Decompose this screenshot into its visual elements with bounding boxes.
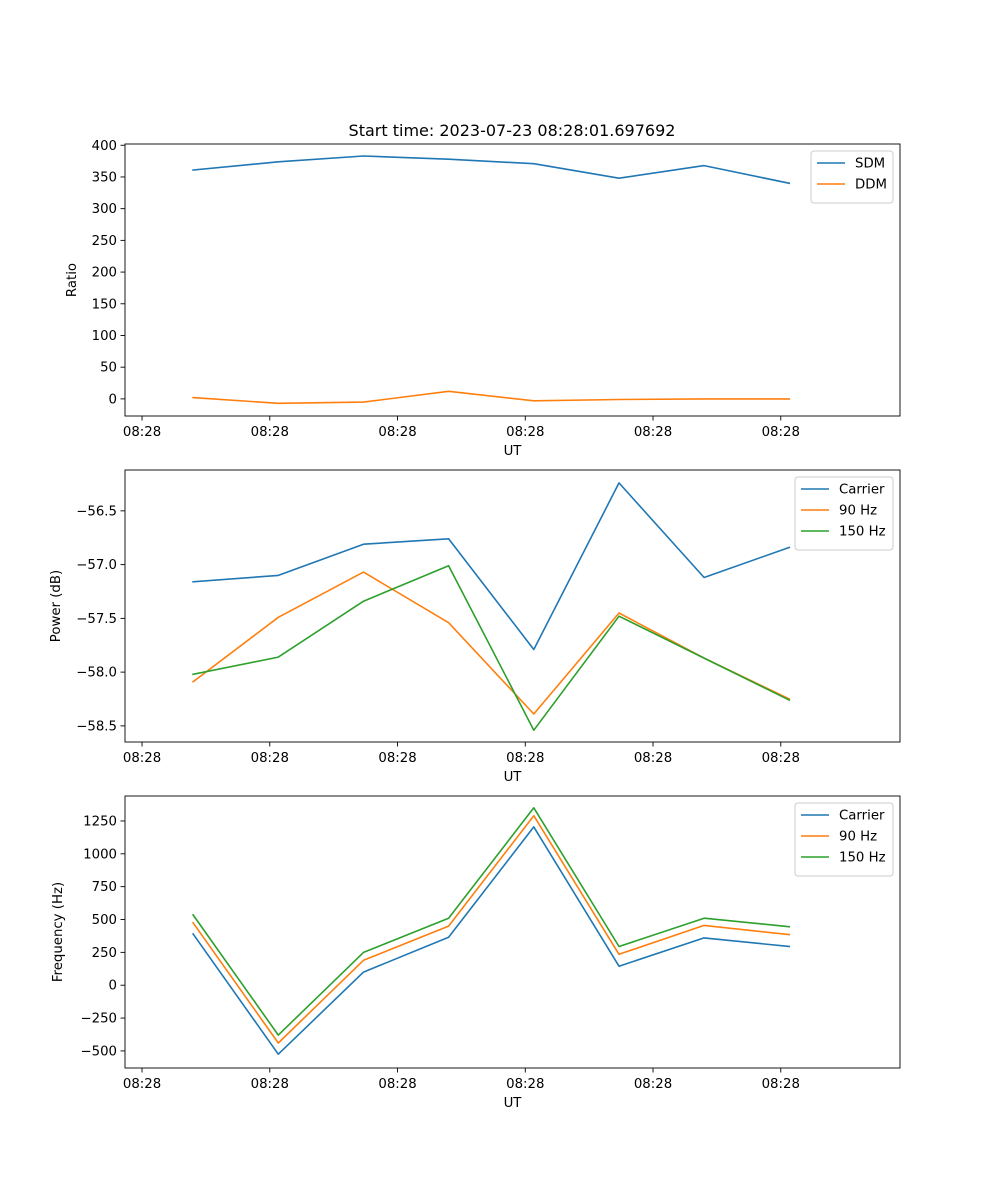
- y-tick-label: 1000: [83, 847, 117, 862]
- x-tick-label: 08:28: [251, 1077, 289, 1092]
- y-tick-label: 750: [92, 880, 117, 895]
- x-tick-label: 08:28: [762, 1077, 800, 1092]
- axes-frame: [124, 143, 901, 417]
- y-axis-label: Power (dB): [49, 570, 64, 642]
- x-tick-label: 08:28: [634, 425, 672, 440]
- y-tick-label: −57.0: [76, 558, 117, 573]
- y-tick-label: 1250: [83, 814, 117, 829]
- x-tick-label: 08:28: [506, 751, 544, 766]
- legend-entry: DDM: [855, 178, 887, 193]
- y-tick-label: 500: [92, 913, 117, 928]
- x-tick-label: 08:28: [762, 751, 800, 766]
- x-tick-label: 08:28: [123, 425, 161, 440]
- y-tick-label: 100: [92, 329, 117, 344]
- legend-entry: 150 Hz: [839, 851, 886, 866]
- y-tick-label: 350: [92, 170, 117, 185]
- series-line-150-hz: [191, 806, 791, 1036]
- y-tick-label: −58.0: [76, 666, 117, 681]
- plots-container: 08:28 08:28 08:28 08:28 08:28 08:28 0 50 100 150 2…: [49, 139, 901, 1111]
- x-tick-label: 08:28: [378, 1077, 416, 1092]
- y-tick-label: −250: [80, 1012, 117, 1027]
- axes-frame: [124, 469, 901, 743]
- y-tick-label: 250: [92, 946, 117, 961]
- legend-entry: 90 Hz: [839, 830, 877, 845]
- legend-box: [810, 150, 894, 204]
- y-tick-label: 50: [100, 361, 117, 376]
- series-line-90-hz: [191, 814, 791, 1044]
- y-tick-label: 300: [92, 202, 117, 217]
- x-tick-label: 08:28: [506, 1077, 544, 1092]
- chart-panel-2: 08:28 08:28 08:28 08:28 08:28 08:28 −56.5 −57.0…: [49, 469, 901, 785]
- legend-entry: 150 Hz: [839, 525, 886, 540]
- x-tick-label: 08:28: [506, 425, 544, 440]
- legend-entry: SDM: [855, 157, 885, 172]
- x-tick-label: 08:28: [378, 751, 416, 766]
- y-tick-label: −56.5: [76, 504, 117, 519]
- series-line-carrier: [191, 826, 791, 1055]
- y-axis-label: Frequency (Hz): [51, 882, 66, 982]
- chart-panel-3: 08:28 08:28 08:28 08:28 08:28 08:28 −500 −250 0 2…: [51, 795, 901, 1111]
- x-tick-label: 08:28: [123, 751, 161, 766]
- series-line-ddm: [192, 390, 791, 405]
- y-tick-label: 400: [92, 139, 117, 154]
- legend: Carrier 90 Hz 150 Hz: [794, 476, 894, 551]
- y-tick-label: 0: [109, 392, 117, 407]
- x-tick-label: 08:28: [251, 425, 289, 440]
- series-line-sdm: [192, 155, 791, 185]
- y-tick-label: 250: [92, 234, 117, 249]
- x-tick-label: 08:28: [123, 1077, 161, 1092]
- x-tick-label: 08:28: [251, 751, 289, 766]
- legend-entry: Carrier: [839, 483, 885, 498]
- legend: SDM DDM: [810, 150, 894, 204]
- x-tick-label: 08:28: [762, 425, 800, 440]
- legend-entry: 90 Hz: [839, 504, 877, 519]
- x-axis-label: UT: [504, 770, 523, 785]
- series-line-carrier: [192, 482, 791, 651]
- x-axis-label: UT: [504, 444, 523, 459]
- series-line-150-hz: [192, 564, 791, 732]
- x-tick-label: 08:28: [378, 425, 416, 440]
- y-tick-label: −58.5: [76, 719, 117, 734]
- x-tick-label: 08:28: [634, 1077, 672, 1092]
- y-tick-label: 150: [92, 297, 117, 312]
- x-axis-label: UT: [504, 1096, 523, 1111]
- figure-title: Start time: 2023-07-23 08:28:01.697692: [349, 121, 676, 140]
- axes-frame: [124, 795, 901, 1069]
- legend: Carrier 90 Hz 150 Hz: [794, 802, 894, 877]
- legend-entry: Carrier: [839, 809, 885, 824]
- chart-panel-1: 08:28 08:28 08:28 08:28 08:28 08:28 0 50 100 150 2…: [65, 139, 901, 459]
- x-tick-label: 08:28: [634, 751, 672, 766]
- y-tick-label: −500: [80, 1044, 117, 1059]
- y-tick-label: 200: [92, 266, 117, 281]
- y-tick-label: −57.5: [76, 612, 117, 627]
- y-tick-label: 0: [109, 979, 117, 994]
- y-axis-label: Ratio: [65, 263, 80, 297]
